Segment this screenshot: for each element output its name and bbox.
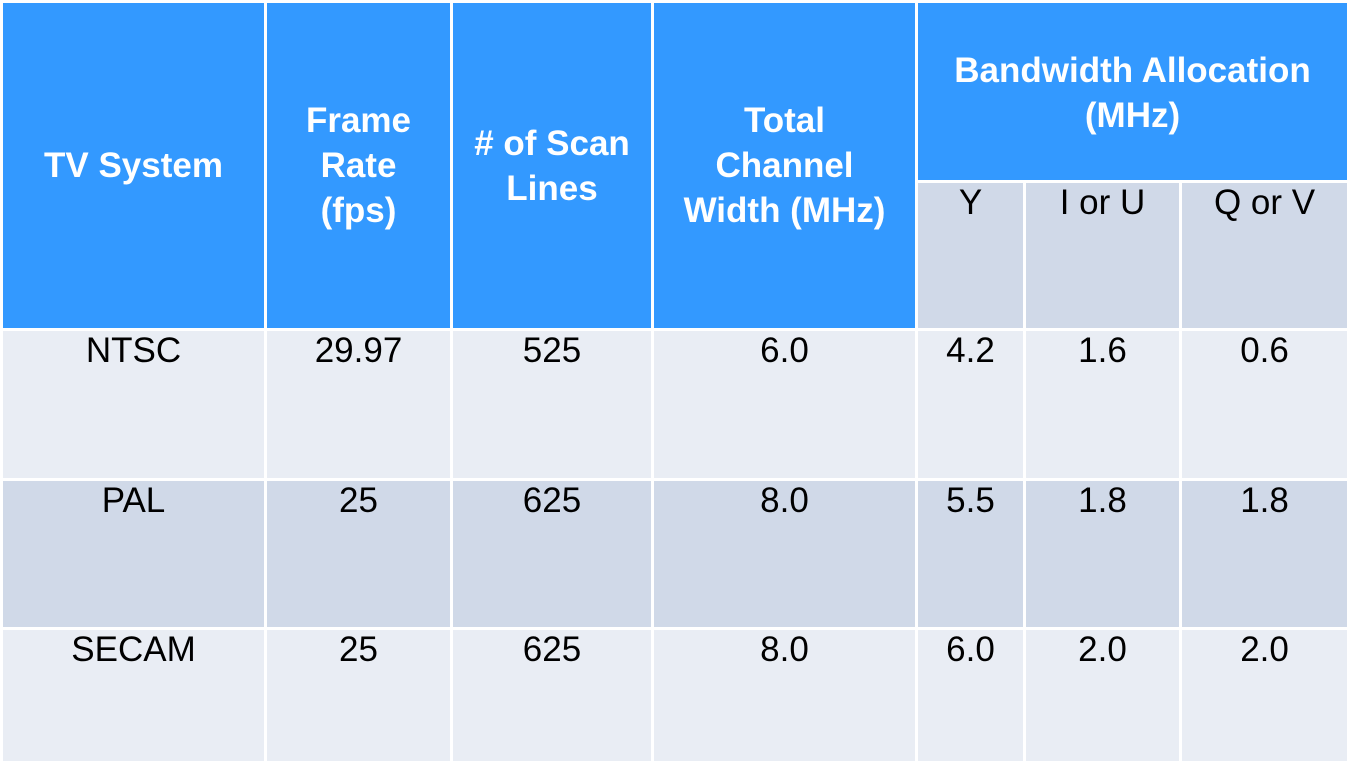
header-scan-lines: # of Scan Lines [452, 2, 653, 330]
cell-y: 6.0 [917, 629, 1025, 763]
cell-i-or-u: 2.0 [1025, 629, 1181, 763]
header-tv-system: TV System [2, 2, 266, 330]
cell-channel-width: 8.0 [653, 629, 917, 763]
cell-q-or-v: 1.8 [1181, 480, 1347, 629]
header-bandwidth-allocation: Bandwidth Allocation (MHz) [917, 2, 1347, 182]
cell-tv-system: SECAM [2, 629, 266, 763]
cell-tv-system: NTSC [2, 330, 266, 480]
cell-channel-width: 6.0 [653, 330, 917, 480]
cell-y: 5.5 [917, 480, 1025, 629]
subheader-i-or-u: I or U [1025, 182, 1181, 330]
table-row: SECAM 25 625 8.0 6.0 2.0 2.0 [2, 629, 1347, 763]
cell-scan-lines: 525 [452, 330, 653, 480]
subheader-q-or-v: Q or V [1181, 182, 1347, 330]
cell-y: 4.2 [917, 330, 1025, 480]
cell-tv-system: PAL [2, 480, 266, 629]
cell-frame-rate: 25 [266, 480, 452, 629]
table-row: PAL 25 625 8.0 5.5 1.8 1.8 [2, 480, 1347, 629]
cell-i-or-u: 1.6 [1025, 330, 1181, 480]
header-frame-rate: Frame Rate (fps) [266, 2, 452, 330]
cell-q-or-v: 0.6 [1181, 330, 1347, 480]
cell-frame-rate: 25 [266, 629, 452, 763]
cell-scan-lines: 625 [452, 480, 653, 629]
cell-channel-width: 8.0 [653, 480, 917, 629]
cell-i-or-u: 1.8 [1025, 480, 1181, 629]
cell-frame-rate: 29.97 [266, 330, 452, 480]
header-channel-width: Total Channel Width (MHz) [653, 2, 917, 330]
cell-q-or-v: 2.0 [1181, 629, 1347, 763]
cell-scan-lines: 625 [452, 629, 653, 763]
table-row: NTSC 29.97 525 6.0 4.2 1.6 0.6 [2, 330, 1347, 480]
subheader-y: Y [917, 182, 1025, 330]
